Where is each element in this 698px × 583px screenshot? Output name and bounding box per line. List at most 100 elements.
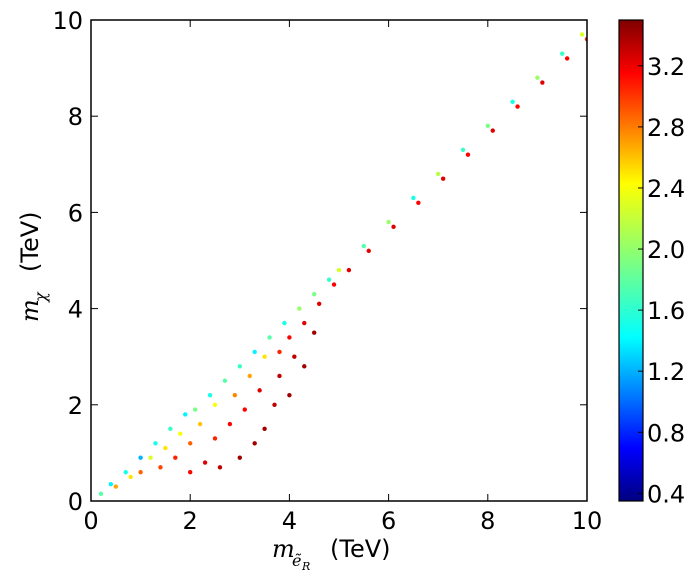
colorbar-tick-label: 1.6	[647, 297, 685, 325]
data-point	[237, 455, 242, 460]
data-point	[202, 460, 208, 465]
data-point	[188, 469, 193, 475]
x-axis-ticks: 0 2 4 6 8 10	[83, 20, 602, 535]
data-point	[510, 99, 515, 104]
colorbar-tick-label: 0.4	[647, 480, 685, 508]
data-point	[540, 80, 545, 85]
x-tick-label: 8	[480, 507, 495, 535]
data-point	[490, 128, 495, 133]
colorbar-tick-label: 0.8	[647, 419, 685, 447]
plot-area	[91, 20, 587, 501]
x-tick-label: 4	[282, 507, 297, 535]
colorbar-tick-label: 2.0	[647, 236, 685, 264]
data-point	[287, 335, 292, 340]
data-point	[217, 465, 223, 470]
data-point	[465, 152, 471, 157]
colorbar-tick-label: 2.8	[647, 114, 685, 142]
data-point	[336, 267, 342, 273]
data-point	[168, 426, 173, 432]
data-point	[460, 147, 466, 153]
data-point	[267, 335, 272, 340]
y-tick-label: 10	[52, 7, 83, 35]
data-point	[436, 171, 441, 177]
data-point	[163, 445, 168, 451]
data-point	[302, 364, 307, 369]
x-axis-subscript: ẽ	[292, 551, 302, 570]
data-point	[178, 431, 183, 436]
data-point	[232, 392, 238, 398]
data-point	[560, 51, 565, 56]
data-point	[277, 349, 282, 355]
colorbar-tick-label: 2.4	[647, 175, 685, 203]
data-point	[386, 219, 391, 225]
x-axis-subsubscript: R	[301, 560, 310, 573]
data-point	[579, 32, 585, 37]
y-axis-subscript: χ	[31, 291, 50, 303]
data-point	[252, 441, 257, 446]
data-point	[277, 373, 282, 379]
plot-frame	[90, 19, 588, 502]
x-tick-label: 0	[83, 507, 98, 535]
x-axis-symbol: m	[272, 535, 295, 563]
data-point	[366, 248, 371, 254]
data-point	[292, 354, 297, 359]
data-point	[242, 407, 247, 412]
data-point	[485, 123, 490, 129]
data-point	[123, 469, 128, 475]
data-point	[98, 491, 104, 496]
data-point	[312, 291, 317, 297]
data-point	[535, 75, 540, 80]
data-point	[212, 402, 218, 407]
data-point	[148, 455, 153, 460]
data-point	[212, 436, 218, 441]
data-point	[113, 484, 119, 489]
data-point	[128, 474, 133, 480]
data-point	[361, 243, 366, 249]
x-axis-unit: (TeV)	[330, 535, 391, 563]
y-axis-label: m χ (TeV)	[16, 212, 50, 323]
y-axis-ticks: 0 2 4 6 8 10	[52, 7, 587, 516]
data-point	[326, 277, 332, 282]
data-point	[262, 426, 267, 432]
data-point	[416, 200, 421, 205]
data-point	[302, 320, 307, 326]
data-point	[257, 388, 262, 393]
data-point	[262, 354, 267, 359]
colorbar-tick-label: 1.2	[647, 358, 685, 386]
data-point	[391, 224, 396, 230]
x-tick-label: 2	[183, 507, 198, 535]
data-point	[252, 349, 257, 355]
data-point	[138, 455, 143, 460]
data-point	[440, 176, 446, 181]
colorbar-ticks: 0.4 0.8 1.2 1.6 2.0 2.4 2.8 3.2	[638, 53, 685, 508]
data-point	[272, 402, 277, 407]
colorbar	[618, 19, 644, 502]
data-point	[287, 392, 292, 398]
x-axis-label: m ẽ R (TeV)	[272, 535, 391, 573]
data-point	[108, 481, 114, 487]
y-tick-label: 8	[68, 103, 83, 131]
x-tick-label: 10	[572, 507, 603, 535]
data-point	[173, 455, 178, 460]
data-point	[346, 267, 352, 273]
y-tick-label: 2	[68, 392, 83, 420]
data-point	[282, 320, 287, 326]
data-point	[188, 441, 193, 446]
data-point	[331, 282, 337, 287]
data-point	[192, 407, 198, 412]
y-tick-label: 0	[68, 488, 83, 516]
data-point	[515, 104, 520, 109]
y-axis-symbol: m	[16, 299, 44, 322]
data-point	[247, 373, 252, 379]
data-point	[411, 195, 416, 201]
y-tick-label: 6	[68, 199, 83, 227]
data-point	[183, 412, 188, 417]
data-point	[207, 392, 213, 398]
data-point	[153, 441, 158, 446]
data-point	[227, 421, 233, 427]
data-point	[222, 378, 228, 383]
data-point	[316, 301, 322, 306]
data-point	[237, 364, 242, 369]
x-tick-label: 6	[381, 507, 396, 535]
